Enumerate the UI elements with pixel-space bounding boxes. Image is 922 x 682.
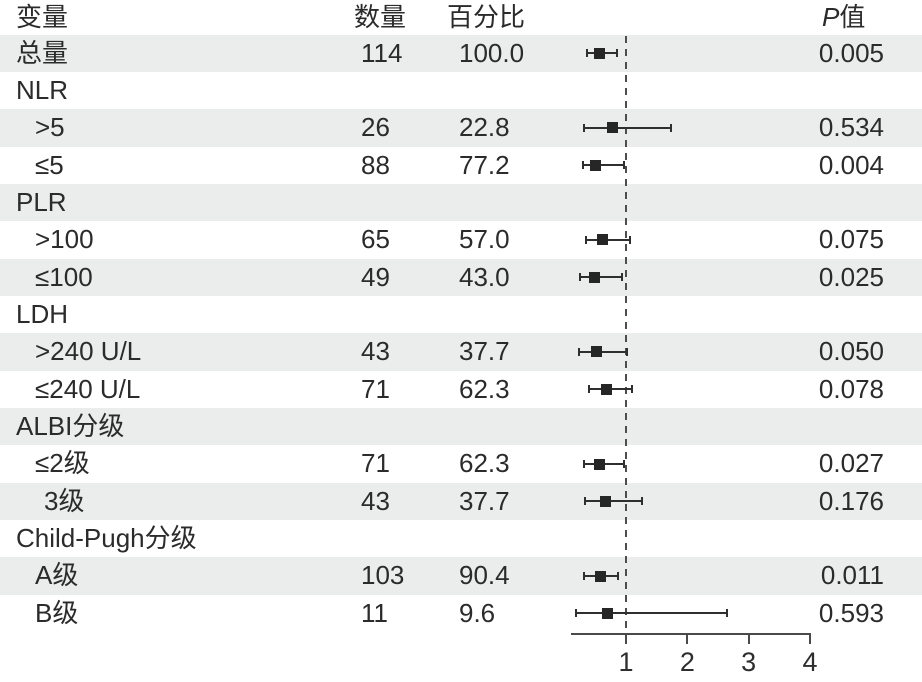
count-cell: 103	[361, 560, 405, 591]
row-label: NLR	[16, 74, 69, 105]
percent-cell: 22.8	[459, 112, 510, 143]
p-value-cell: 0.005	[818, 37, 884, 68]
x-axis-line	[571, 633, 811, 635]
p-value-cell: 0.025	[818, 261, 884, 292]
row-label: ≤2级	[35, 448, 90, 479]
percent-cell: 9.6	[459, 597, 496, 628]
axis-tick	[808, 635, 811, 644]
table-row: ≤2级 71 62.3 0.027	[0, 445, 922, 483]
column-header-pvalue: P值	[822, 0, 865, 35]
table-row: B级 11 9.6 0.593	[0, 594, 922, 632]
row-label: A级	[35, 560, 79, 591]
row-label: >5	[35, 112, 65, 143]
count-cell: 71	[361, 448, 390, 479]
p-value-italic-p: P	[822, 2, 840, 32]
percent-cell: 62.3	[459, 373, 510, 404]
count-cell: 11	[361, 597, 388, 628]
p-value-cell: 0.004	[818, 149, 884, 180]
p-value-cell: 0.027	[818, 448, 884, 479]
axis-tick-label: 3	[741, 647, 757, 677]
table-header: 变量 数量 百分比 P值	[0, 0, 922, 35]
axis-tick	[747, 635, 750, 644]
p-value-cell: 0.176	[818, 485, 884, 516]
p-value-cell: 0.534	[818, 112, 884, 143]
row-label: B级	[35, 597, 79, 628]
count-cell: 43	[361, 336, 390, 367]
p-value-suffix: 值	[839, 2, 866, 32]
percent-cell: 62.3	[459, 448, 510, 479]
count-cell: 65	[361, 224, 390, 255]
percent-cell: 100.0	[459, 37, 525, 68]
percent-cell: 90.4	[459, 560, 510, 591]
axis-tick-label: 2	[679, 647, 695, 677]
row-label: ALBI分级	[16, 410, 125, 441]
percent-cell: 77.2	[459, 149, 510, 180]
count-cell: 49	[361, 261, 390, 292]
p-value-cell: 0.011	[820, 560, 884, 591]
count-cell: 26	[361, 112, 390, 143]
row-label: ≤5	[35, 149, 64, 180]
group-header-row: ALBI分级	[0, 407, 922, 446]
table-row: >100 65 57.0 0.075	[0, 221, 922, 259]
count-cell: 88	[361, 149, 390, 180]
count-cell: 43	[361, 485, 390, 516]
count-cell: 71	[361, 373, 390, 404]
table-row: A级 103 90.4 0.011	[0, 557, 922, 595]
row-label: ≤100	[35, 261, 93, 292]
p-value-cell: 0.050	[818, 336, 884, 367]
group-header-row: LDH	[0, 295, 922, 334]
column-header-count: 数量	[354, 2, 407, 32]
axis-tick-label: 4	[802, 647, 818, 677]
row-label: 3级	[44, 485, 85, 516]
axis-tick-label: 1	[618, 647, 634, 677]
percent-cell: 37.7	[459, 485, 510, 516]
row-label: 总量	[16, 37, 69, 68]
row-label: PLR	[16, 186, 67, 217]
percent-cell: 37.7	[459, 336, 510, 367]
group-header-row: Child-Pugh分级	[0, 519, 922, 558]
table-row: ≤240 U/L 71 62.3 0.078	[0, 370, 922, 408]
p-value-cell: 0.078	[818, 373, 884, 404]
table-row: 总量 114 100.0 0.005	[0, 34, 922, 72]
row-label: >100	[35, 224, 94, 255]
column-header-variable: 变量	[16, 2, 69, 32]
table-row: ≤5 88 77.2 0.004	[0, 146, 922, 184]
row-label: LDH	[16, 298, 69, 329]
row-label: >240 U/L	[35, 336, 142, 367]
group-header-row: PLR	[0, 183, 922, 222]
table-row: >240 U/L 43 37.7 0.050	[0, 333, 922, 371]
table-row: >5 26 22.8 0.534	[0, 109, 922, 147]
table-body: 总量 114 100.0 0.005 NLR >5 26 22.8 0.534 ≤5 88 77.2 0…	[0, 34, 922, 632]
group-header-row: NLR	[0, 71, 922, 110]
percent-cell: 57.0	[459, 224, 510, 255]
table-row: 3级 43 37.7 0.176	[0, 482, 922, 520]
axis-tick	[625, 635, 627, 644]
column-header-percent: 百分比	[447, 2, 526, 32]
p-value-cell: 0.593	[818, 597, 884, 628]
axis-tick	[686, 635, 689, 644]
row-label: ≤240 U/L	[35, 373, 141, 404]
row-label: Child-Pugh分级	[16, 522, 197, 553]
p-value-cell: 0.075	[818, 224, 884, 255]
count-cell: 114	[361, 37, 403, 68]
table-row: ≤100 49 43.0 0.025	[0, 258, 922, 296]
percent-cell: 43.0	[459, 261, 510, 292]
